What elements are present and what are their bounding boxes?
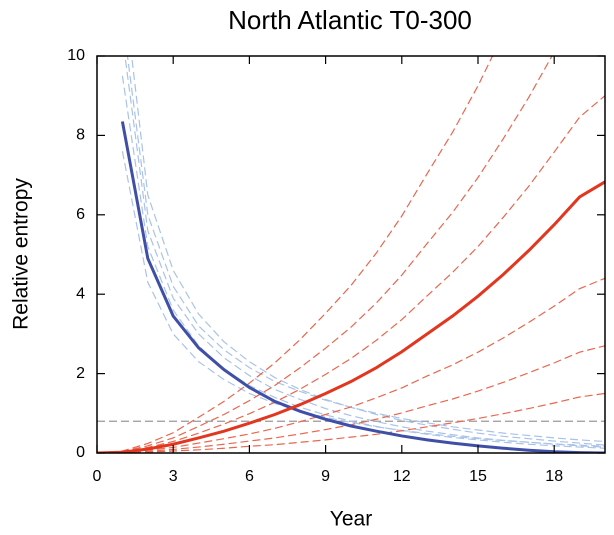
- x-axis-label: Year: [330, 508, 372, 531]
- ensemble-line: [97, 392, 605, 453]
- y-tick-label: 0: [76, 444, 85, 461]
- plot-frame: [96, 55, 606, 454]
- x-tick-label: 15: [469, 468, 487, 485]
- x-tick-label: 6: [245, 468, 254, 485]
- ensemble-line: [97, 56, 494, 453]
- y-tick-label: 6: [76, 206, 85, 223]
- y-tick-label: 2: [76, 365, 85, 382]
- y-tick-label: 4: [76, 285, 85, 302]
- x-tick-label: 3: [169, 468, 178, 485]
- ensemble-line: [121, 151, 605, 447]
- x-tick-label: 0: [93, 468, 102, 485]
- ensemble-line: [121, 75, 605, 449]
- ensemble-line: [97, 277, 605, 453]
- ensemble-line: [131, 56, 605, 446]
- y-tick-label: 10: [67, 47, 85, 64]
- x-tick-label: 12: [393, 468, 411, 485]
- ensemble-line: [97, 95, 605, 453]
- ensemble-line: [124, 56, 605, 448]
- mean-line: [97, 180, 605, 453]
- chart-title: North Atlantic T0-300: [228, 5, 472, 35]
- x-tick-label: 9: [321, 468, 330, 485]
- ensemble-line: [97, 56, 553, 453]
- ensemble-line: [126, 56, 605, 443]
- plot-area: [97, 56, 605, 453]
- y-tick-label: 8: [76, 127, 85, 144]
- y-axis-label: Relative entropy: [10, 178, 33, 330]
- mean-line: [120, 121, 605, 453]
- x-tick-label: 18: [545, 468, 563, 485]
